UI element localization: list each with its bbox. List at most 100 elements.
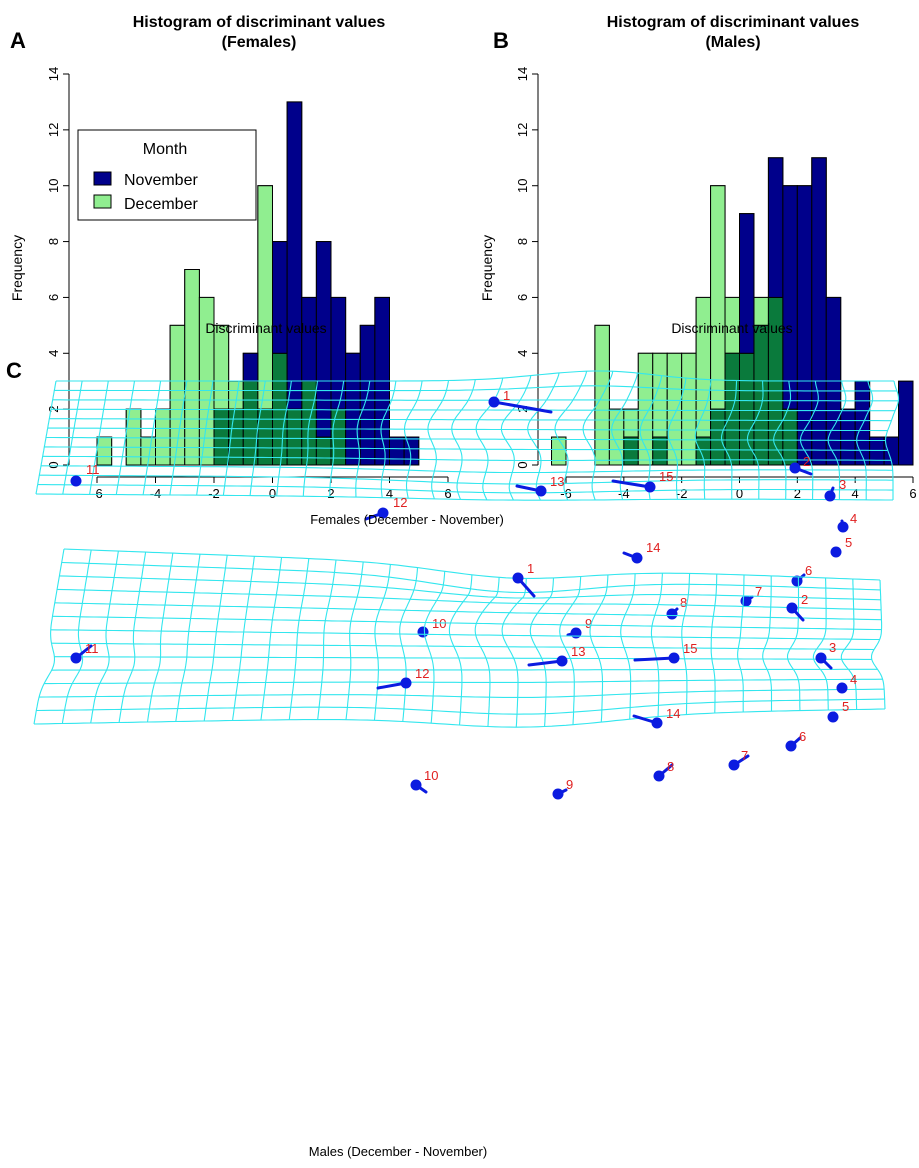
histogram-bar-december — [184, 269, 200, 466]
histogram-bar-november — [330, 296, 347, 410]
legend-title: Month — [143, 141, 187, 158]
landmark-label: 4 — [850, 672, 857, 687]
deformation-grid-females — [35, 370, 900, 501]
x-tick-label: -6 — [91, 486, 103, 501]
landmark-label: 11 — [85, 641, 99, 656]
landmark-point — [789, 462, 801, 474]
histogram-bar-november — [403, 436, 420, 466]
legend-swatch-december — [93, 194, 112, 209]
histogram-bar-overlap — [623, 436, 639, 466]
grid-line-vertical — [118, 552, 147, 723]
landmark-point — [644, 481, 656, 493]
landmark-label: 8 — [667, 759, 674, 774]
grid-line-vertical — [399, 567, 419, 722]
histogram-bar-december — [213, 324, 230, 410]
chart-title-line1: Histogram of discriminant values — [607, 14, 860, 31]
histogram-bar-december — [623, 408, 639, 438]
landmark-label: 6 — [805, 563, 812, 578]
grid-line-vertical — [650, 573, 663, 717]
histogram-bar-november — [272, 241, 288, 354]
landmark-label: 13 — [550, 474, 564, 489]
grid-line-vertical — [373, 564, 391, 721]
histogram-bar-overlap — [213, 408, 230, 466]
grid-line-horizontal — [54, 656, 872, 660]
grid-line-horizontal — [41, 465, 893, 474]
x-axis-label: Discriminant values — [205, 320, 326, 336]
grid-line-horizontal — [44, 446, 888, 451]
grid-line-horizontal — [39, 474, 894, 485]
landmark-label: 2 — [801, 592, 808, 607]
y-tick-label: 14 — [46, 67, 61, 81]
landmark-point — [740, 595, 752, 607]
x-tick-label: 4 — [852, 486, 859, 501]
histogram-bar-overlap — [257, 408, 273, 466]
grid-line-vertical — [345, 561, 364, 720]
landmark-point — [791, 575, 803, 587]
chart-title-line1: Histogram of discriminant values — [133, 14, 386, 31]
x-tick-label: 6 — [909, 486, 916, 501]
grid-line-horizontal — [42, 455, 892, 462]
grid-line-horizontal — [37, 484, 894, 494]
y-tick-label: 8 — [46, 238, 61, 245]
landmark-point — [827, 711, 839, 723]
landmark-vector — [527, 659, 564, 667]
landmark-label: 10 — [424, 768, 438, 783]
grid-line-horizontal — [59, 575, 881, 601]
grid-line-vertical — [559, 576, 582, 725]
grid-line-vertical — [529, 577, 555, 727]
histogram-bar-november — [898, 380, 914, 466]
histogram-bar-november — [854, 380, 871, 466]
grid-line-vertical — [589, 574, 609, 723]
grid-line-vertical — [762, 575, 773, 712]
landmark-point — [815, 652, 827, 664]
histogram-bar-november — [739, 213, 755, 354]
legend: Month November December — [77, 129, 257, 221]
grid-line-vertical — [448, 574, 473, 726]
histogram-bar-overlap — [710, 408, 726, 466]
histogram-bar-overlap — [652, 436, 668, 466]
grid-line-horizontal — [36, 698, 885, 715]
grid-line-horizontal — [51, 642, 875, 651]
grid-line-vertical — [175, 554, 201, 722]
histogram-bar-december — [681, 352, 697, 466]
landmark-point — [535, 485, 547, 497]
landmark-label: 1 — [503, 388, 510, 403]
landmark-label: 15 — [659, 469, 673, 484]
landmark-label: 11 — [86, 462, 100, 477]
grid-line-vertical — [61, 549, 92, 724]
grid-line-horizontal — [63, 548, 881, 581]
landmark-label: 6 — [799, 729, 806, 744]
y-tick-label: 12 — [515, 123, 530, 137]
landmark-label: 5 — [845, 535, 852, 550]
chart-title-line2: (Males) — [705, 34, 760, 51]
landmark-label: 15 — [683, 641, 697, 656]
grid-line-horizontal — [54, 602, 882, 621]
grid-line-vertical — [501, 578, 527, 728]
landmark-point — [410, 779, 422, 791]
grid-line-horizontal — [54, 385, 897, 392]
landmark-point — [653, 770, 665, 782]
x-tick-label: 4 — [386, 486, 393, 501]
histogram-bar-november — [796, 185, 813, 466]
landmark-point — [70, 652, 82, 664]
y-tick-label: 0 — [46, 461, 61, 468]
bars — [551, 157, 914, 466]
legend-label-november: November — [124, 172, 198, 189]
histogram-females: A Histogram of discriminant values (Fema… — [9, 14, 452, 501]
grid-caption-males: Males (December - November) — [309, 1144, 487, 1159]
grid-line-vertical — [474, 577, 500, 727]
landmark-label: 12 — [415, 666, 429, 681]
x-tick-label: -2 — [208, 486, 220, 501]
grid-line-vertical — [427, 380, 450, 500]
grid-line-vertical — [288, 558, 310, 720]
landmark-label: 14 — [666, 706, 680, 721]
panel-label-b: B — [493, 28, 509, 53]
histogram-bar-november — [840, 408, 856, 466]
grid-line-vertical — [620, 573, 636, 720]
landmark-point — [836, 682, 848, 694]
grid-line-vertical — [786, 576, 801, 711]
grid-line-vertical — [90, 551, 119, 724]
y-axis-label: Frequency — [479, 235, 495, 301]
